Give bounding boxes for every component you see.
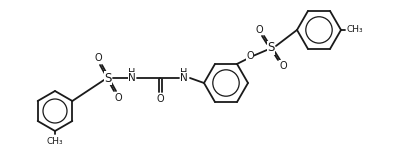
Text: O: O [156,94,164,104]
Text: H: H [180,68,188,78]
Text: O: O [279,61,287,71]
Text: S: S [267,42,275,54]
Text: S: S [104,72,112,84]
Text: O: O [94,53,102,63]
Text: CH₃: CH₃ [47,137,63,147]
Text: N: N [128,73,136,83]
Text: O: O [246,51,254,61]
Text: O: O [114,93,122,103]
Text: H: H [128,68,136,78]
Text: CH₃: CH₃ [346,25,363,35]
Text: O: O [255,25,263,35]
Text: N: N [180,73,188,83]
